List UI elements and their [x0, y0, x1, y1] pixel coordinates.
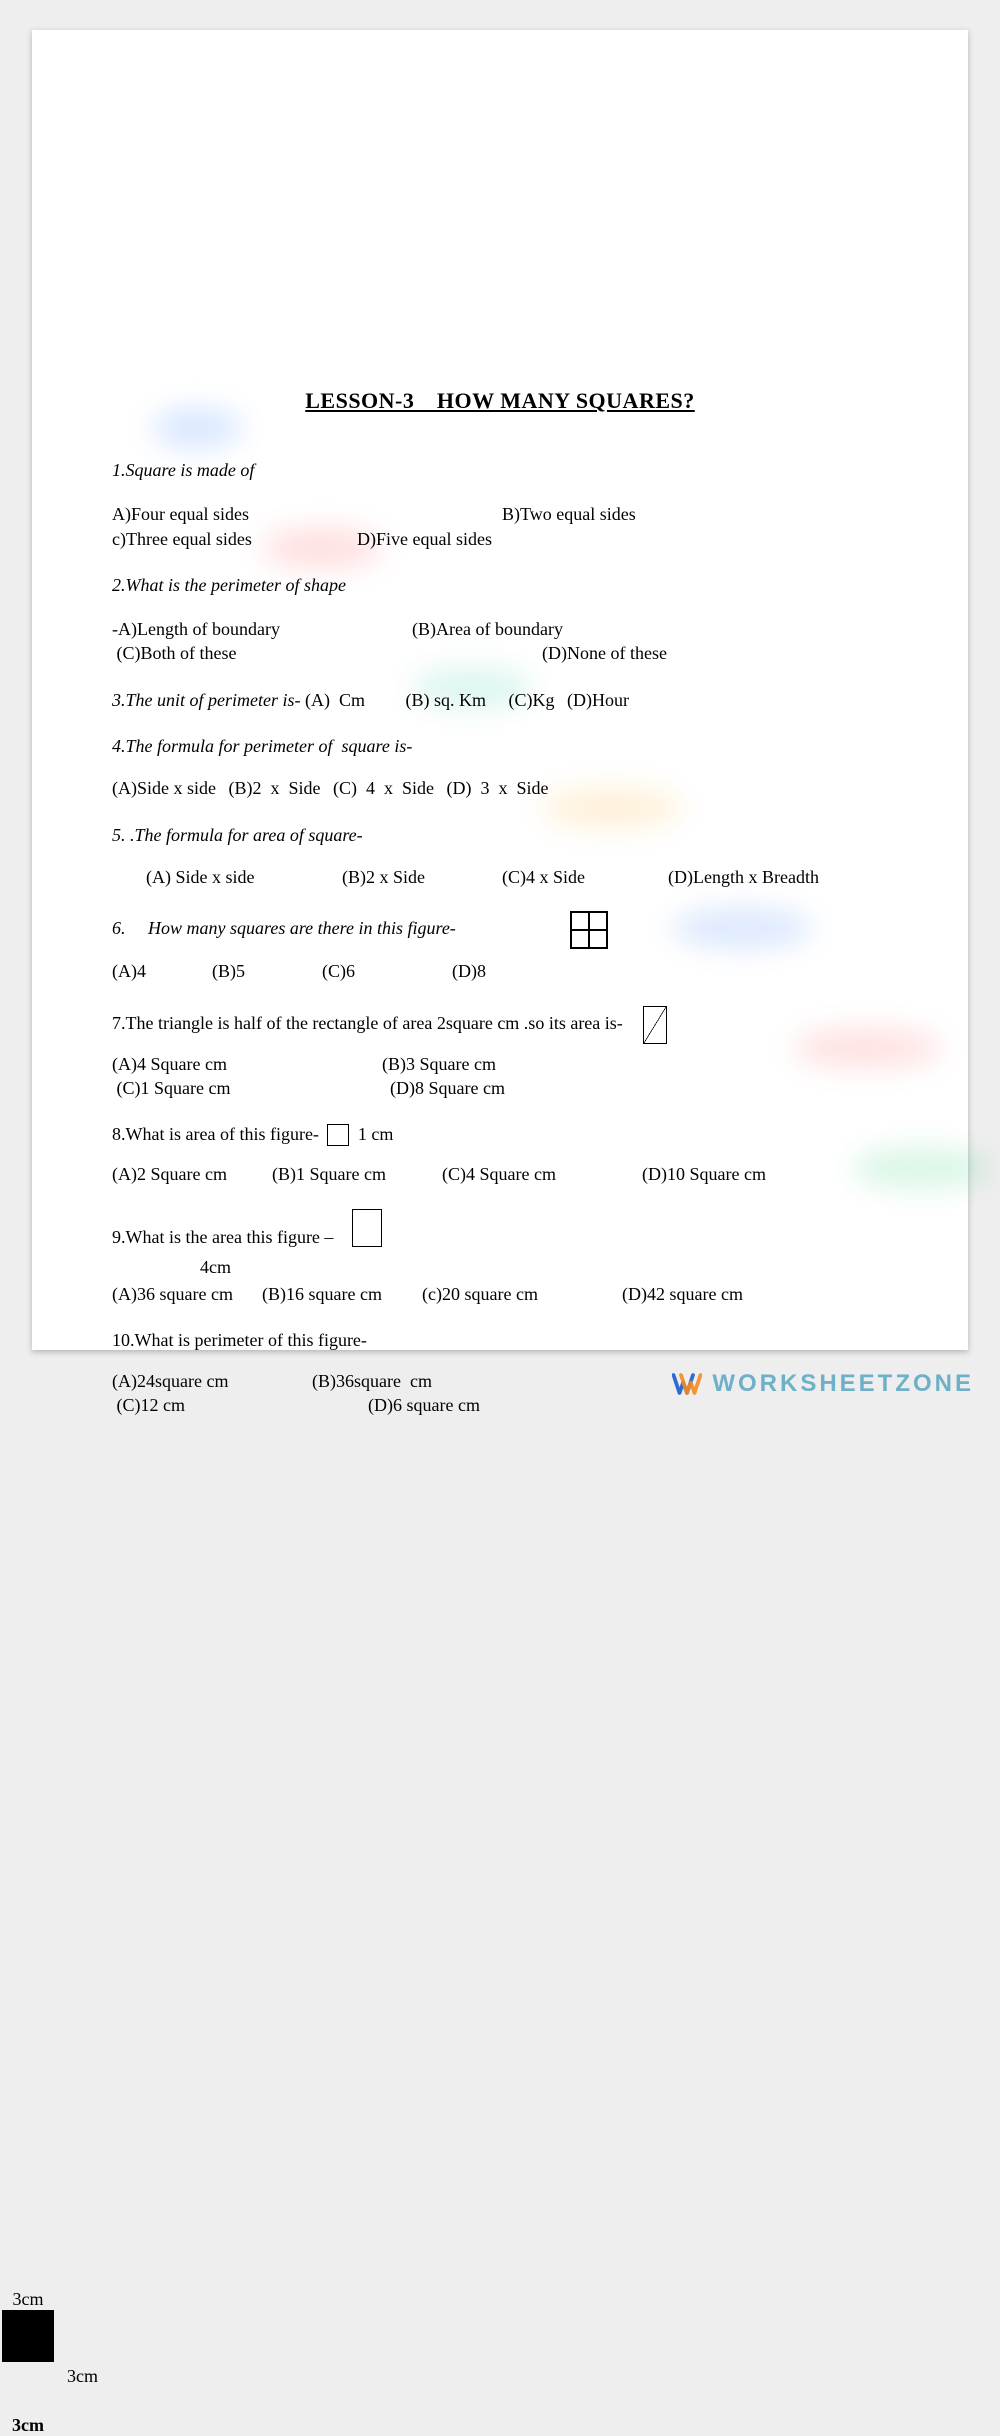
q9-label: 4cm — [200, 1257, 888, 1278]
q4-opt-d: (D) 3 x Side — [446, 778, 548, 798]
q1-opt-c: c)Three equal sides — [112, 527, 357, 551]
q4-opt-b: (B)2 x Side — [228, 778, 320, 798]
q4-opt-a: (A)Side x side — [112, 778, 216, 798]
q10-top-label: 3cm — [0, 2289, 88, 2310]
q6-opt-a: (A)4 — [112, 959, 212, 983]
q2-opt-d: (D)None of these — [542, 641, 667, 665]
q10-options: (A)24square cm (B)36square cm (C)12 cm (… — [112, 1369, 888, 1418]
q2-prompt: 2.What is the perimeter of shape — [112, 573, 888, 597]
q10-opt-a: (A)24square cm — [112, 1369, 312, 1393]
q4-options: (A)Side x side (B)2 x Side (C) 4 x Side … — [112, 776, 888, 800]
q3-prompt: 3.The unit of perimeter is- — [112, 690, 300, 710]
q7-opt-d: (D)8 Square cm — [390, 1076, 505, 1100]
q9-opt-d: (D)42 square cm — [622, 1282, 743, 1306]
q8: 8.What is area of this figure- 1 cm — [112, 1122, 888, 1146]
small-square-icon — [327, 1124, 349, 1146]
q10-opt-c: (C)12 cm — [112, 1393, 368, 1417]
q6-options: (A)4 (B)5 (C)6 (D)8 — [112, 959, 888, 983]
q7: 7.The triangle is half of the rectangle … — [112, 1006, 888, 1044]
q9-prompt: 9.What is the area this figure – — [112, 1227, 333, 1247]
q9-opt-b: (B)16 square cm — [262, 1282, 422, 1306]
q2-opt-b: (B)Area of boundary — [412, 617, 563, 641]
q8-opt-c: (C)4 Square cm — [442, 1162, 642, 1186]
q8-options: (A)2 Square cm (B)1 Square cm (C)4 Squar… — [112, 1162, 888, 1186]
q6-prompt: 6. How many squares are there in this fi… — [112, 918, 456, 938]
q7-opt-b: (B)3 Square cm — [382, 1052, 496, 1076]
q10-figure: 3cm 3cm 3cm 3cm — [0, 2289, 88, 2436]
worksheet-page: LESSON-3 HOW MANY SQUARES? 1.Square is m… — [32, 30, 968, 1350]
q6: 6. How many squares are there in this fi… — [112, 911, 888, 949]
q8-opt-a: (A)2 Square cm — [112, 1162, 272, 1186]
q8-unit: 1 cm — [358, 1124, 394, 1144]
q2-options: -A)Length of boundary (B)Area of boundar… — [112, 617, 888, 666]
q10-bottom-label: 3cm — [0, 2415, 88, 2436]
q2-opt-a: -A)Length of boundary — [112, 617, 412, 641]
q7-opt-a: (A)4 Square cm — [112, 1052, 382, 1076]
q4-prompt: 4.The formula for perimeter of square is… — [112, 734, 888, 758]
q8-prompt: 8.What is area of this figure- — [112, 1124, 319, 1144]
q10-opt-d: (D)6 square cm — [368, 1393, 480, 1417]
q3-opt-a: (A) Cm — [305, 690, 365, 710]
q1-prompt: 1.Square is made of — [112, 458, 888, 482]
q1-opt-a: A)Four equal sides — [112, 502, 502, 526]
q7-opt-c: (C)1 Square cm — [112, 1076, 390, 1100]
black-square-icon — [2, 2310, 54, 2362]
q3: 3.The unit of perimeter is- (A) Cm (B) s… — [112, 688, 888, 712]
q8-opt-b: (B)1 Square cm — [272, 1162, 442, 1186]
q5-prompt: 5. .The formula for area of square- — [112, 823, 888, 847]
q2-opt-c: (C)Both of these — [112, 641, 542, 665]
q5-options: (A) Side x side (B)2 x Side (C)4 x Side … — [112, 865, 888, 889]
q1-options: A)Four equal sides B)Two equal sides c)T… — [112, 502, 888, 551]
q5-opt-c: (C)4 x Side — [502, 865, 668, 889]
q10-right-label: 3cm — [67, 2366, 98, 2387]
q6-opt-c: (C)6 — [322, 959, 452, 983]
q7-prompt: 7.The triangle is half of the rectangle … — [112, 1013, 623, 1033]
q5-opt-b: (B)2 x Side — [342, 865, 502, 889]
q3-opt-b: (B) sq. Km — [405, 690, 486, 710]
q10-opt-b: (B)36square cm — [312, 1369, 432, 1393]
q1-opt-d: D)Five equal sides — [357, 527, 492, 551]
q8-opt-d: (D)10 Square cm — [642, 1162, 766, 1186]
q10-prompt: 10.What is perimeter of this figure- — [112, 1328, 888, 1352]
q3-opt-c: (C)Kg — [508, 690, 554, 710]
q9-options: (A)36 square cm (B)16 square cm (c)20 sq… — [112, 1282, 888, 1306]
q4-opt-c: (C) 4 x Side — [333, 778, 434, 798]
q9-opt-c: (c)20 square cm — [422, 1282, 622, 1306]
q6-opt-d: (D)8 — [452, 959, 486, 983]
q9-opt-a: (A)36 square cm — [112, 1282, 262, 1306]
q9: 9.What is the area this figure – — [112, 1209, 888, 1249]
q7-options: (A)4 Square cm (B)3 Square cm (C)1 Squar… — [112, 1052, 888, 1101]
q5-opt-d: (D)Length x Breadth — [668, 865, 819, 889]
triangle-in-box-icon — [643, 1006, 667, 1044]
q5-opt-a: (A) Side x side — [146, 865, 342, 889]
q6-opt-b: (B)5 — [212, 959, 322, 983]
grid-2x2-icon — [570, 911, 608, 949]
q3-opt-d: (D)Hour — [567, 690, 629, 710]
rectangle-icon — [352, 1209, 382, 1247]
q1-opt-b: B)Two equal sides — [502, 502, 636, 526]
lesson-title: LESSON-3 HOW MANY SQUARES? — [112, 388, 888, 414]
